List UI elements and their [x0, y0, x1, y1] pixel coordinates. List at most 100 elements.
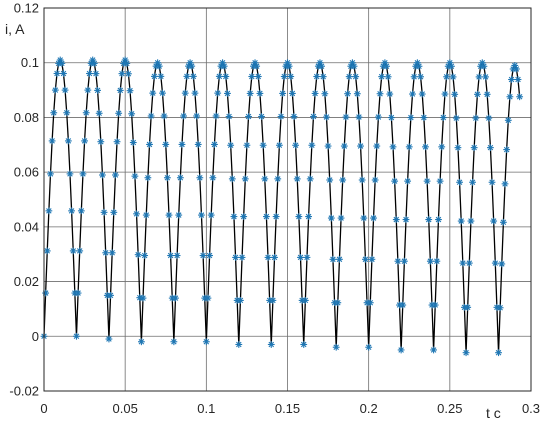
data-point: [105, 335, 113, 343]
data-point: [295, 213, 303, 220]
data-point: [321, 90, 329, 98]
data-point: [293, 175, 301, 183]
data-point: [352, 73, 360, 81]
data-point: [345, 73, 353, 81]
data-point: [271, 254, 278, 261]
data-point: [99, 171, 106, 179]
y-axis-label: i, A: [5, 21, 25, 37]
data-point: [319, 73, 327, 81]
data-point: [376, 90, 384, 98]
data-point: [149, 89, 157, 97]
data-point: [394, 257, 402, 265]
data-point: [277, 113, 285, 120]
data-point: [86, 70, 93, 77]
data-point: [457, 217, 465, 225]
data-point: [407, 114, 415, 121]
data-point: [198, 211, 205, 219]
data-point: [146, 141, 153, 148]
data-point: [189, 72, 197, 80]
data-point: [90, 60, 98, 67]
data-point: [272, 213, 280, 220]
data-point: [74, 289, 82, 297]
data-point: [303, 254, 311, 261]
data-point: [64, 137, 72, 145]
data-point: [344, 90, 351, 98]
data-point: [126, 87, 134, 95]
data-point: [426, 257, 434, 265]
data-point: [241, 175, 249, 183]
data-point: [441, 90, 449, 98]
data-point: [172, 294, 179, 302]
data-point: [353, 90, 361, 98]
data-point: [485, 114, 493, 122]
data-point: [159, 89, 166, 97]
data-point: [204, 294, 212, 302]
data-point: [443, 73, 450, 81]
data-point: [134, 251, 142, 259]
x-axis-label: t c: [486, 405, 501, 421]
data-point: [405, 143, 413, 151]
data-point: [77, 207, 85, 215]
data-point: [254, 73, 262, 80]
data-point: [180, 112, 188, 120]
data-point: [115, 109, 123, 117]
data-point: [108, 249, 116, 257]
data-point: [465, 259, 473, 267]
data-point: [228, 175, 236, 183]
data-point: [43, 247, 51, 255]
data-point: [292, 141, 300, 149]
data-point: [516, 93, 524, 101]
data-point: [131, 172, 139, 180]
data-point: [167, 252, 175, 259]
data-point: [245, 113, 252, 120]
data-point: [360, 214, 368, 222]
data-point: [435, 216, 442, 223]
data-point: [311, 90, 319, 97]
data-point: [306, 175, 314, 183]
data-point: [61, 86, 69, 94]
data-point: [327, 214, 335, 222]
data-point: [222, 73, 230, 80]
data-point: [178, 141, 186, 148]
data-point: [212, 112, 220, 120]
data-point: [336, 255, 343, 263]
data-point: [342, 113, 350, 121]
data-point: [487, 144, 494, 152]
data-point: [238, 254, 246, 261]
x-tick-label: 0.3: [522, 401, 540, 416]
data-point: [308, 141, 316, 149]
data-point: [163, 174, 171, 182]
data-point: [491, 259, 499, 267]
data-point: [287, 73, 295, 80]
data-point: [371, 176, 379, 184]
data-point: [506, 93, 514, 101]
data-point: [386, 90, 394, 98]
data-point: [409, 90, 416, 98]
data-point: [147, 112, 155, 120]
data-point: [300, 341, 308, 348]
data-point: [313, 73, 321, 80]
data-point: [107, 291, 114, 299]
data-point: [97, 138, 105, 146]
data-point: [469, 178, 476, 186]
data-point: [329, 255, 337, 263]
data-point: [73, 332, 80, 340]
data-point: [225, 113, 233, 120]
data-point: [139, 294, 147, 302]
data-point: [310, 113, 317, 120]
data-point: [264, 254, 272, 261]
data-point: [350, 62, 358, 70]
data-point: [66, 170, 74, 178]
data-point: [243, 141, 251, 149]
data-point: [170, 338, 178, 346]
data-point: [92, 70, 100, 78]
y-tick-labels: -0.02 0 0.02 0.04 0.06 0.08 0.1 0.12: [9, 1, 39, 399]
data-point: [214, 89, 222, 97]
data-point: [415, 62, 423, 70]
data-point: [297, 254, 304, 261]
data-point: [462, 349, 470, 357]
data-point: [230, 213, 238, 220]
data-point: [76, 247, 84, 255]
data-point: [181, 89, 189, 97]
data-point: [142, 211, 150, 219]
